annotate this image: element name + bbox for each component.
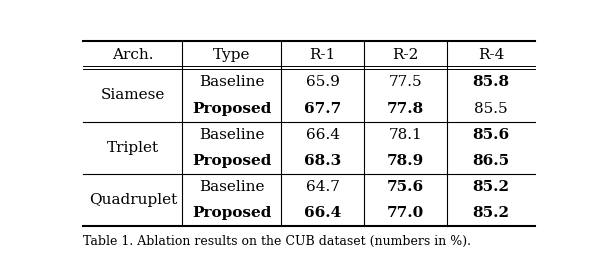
Text: R-1: R-1 [309, 48, 336, 62]
Text: Table 1. Ablation results on the CUB dataset (numbers in %).: Table 1. Ablation results on the CUB dat… [83, 235, 472, 248]
Text: Proposed: Proposed [192, 154, 271, 168]
Text: 77.8: 77.8 [387, 101, 424, 116]
Text: 66.4: 66.4 [304, 206, 342, 220]
Text: 68.3: 68.3 [304, 154, 342, 168]
Text: Triplet: Triplet [107, 141, 159, 155]
Text: Arch.: Arch. [112, 48, 154, 62]
Text: 85.6: 85.6 [472, 128, 510, 142]
Text: 86.5: 86.5 [472, 154, 510, 168]
Text: Baseline: Baseline [199, 75, 265, 89]
Text: 78.9: 78.9 [387, 154, 424, 168]
Text: 77.0: 77.0 [387, 206, 424, 220]
Text: 75.6: 75.6 [387, 180, 424, 194]
Text: 64.7: 64.7 [306, 180, 340, 194]
Text: 66.4: 66.4 [306, 128, 340, 142]
Text: 85.5: 85.5 [474, 101, 508, 116]
Text: R-4: R-4 [478, 48, 504, 62]
Text: Baseline: Baseline [199, 180, 265, 194]
Text: Quadruplet: Quadruplet [89, 193, 177, 207]
Text: Proposed: Proposed [192, 101, 271, 116]
Text: 78.1: 78.1 [389, 128, 422, 142]
Text: 67.7: 67.7 [304, 101, 342, 116]
Text: 85.8: 85.8 [472, 75, 510, 89]
Text: 85.2: 85.2 [472, 206, 510, 220]
Text: 85.2: 85.2 [472, 180, 510, 194]
Text: R-2: R-2 [393, 48, 419, 62]
Text: 65.9: 65.9 [306, 75, 340, 89]
Text: 77.5: 77.5 [389, 75, 422, 89]
Text: Baseline: Baseline [199, 128, 265, 142]
Text: Type: Type [213, 48, 251, 62]
Text: Proposed: Proposed [192, 206, 271, 220]
Text: Siamese: Siamese [101, 88, 165, 103]
